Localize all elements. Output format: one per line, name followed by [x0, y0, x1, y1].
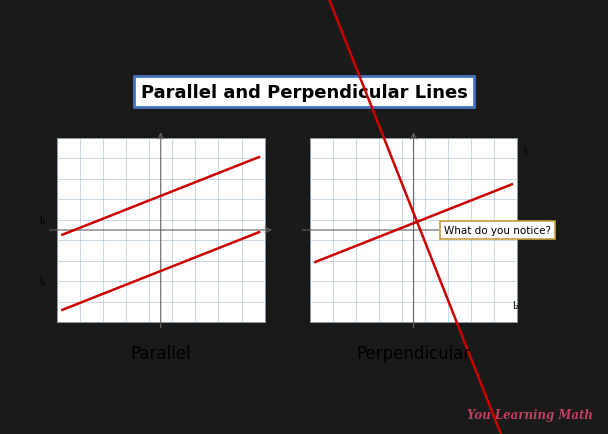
- Text: l₁: l₁: [523, 147, 530, 157]
- Text: You Learning Math: You Learning Math: [467, 408, 593, 421]
- Bar: [57, 138, 264, 322]
- Text: Parallel and Perpendicular Lines: Parallel and Perpendicular Lines: [140, 83, 468, 102]
- Bar: [309, 138, 517, 322]
- Text: Perpendicular: Perpendicular: [356, 344, 471, 362]
- Text: l₂: l₂: [512, 300, 519, 310]
- Text: l₁: l₁: [40, 215, 46, 225]
- Text: l₂: l₂: [40, 276, 46, 286]
- Text: Parallel: Parallel: [131, 344, 191, 362]
- Text: What do you notice?: What do you notice?: [444, 226, 551, 236]
